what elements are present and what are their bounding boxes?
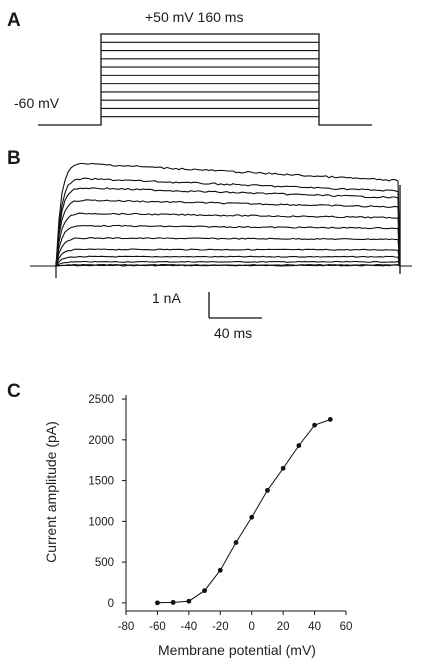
current-trace xyxy=(30,187,412,267)
x-tick-label: 20 xyxy=(277,621,290,633)
current-trace xyxy=(30,177,412,267)
series-line xyxy=(157,419,331,604)
current-trace xyxy=(30,260,412,267)
data-point xyxy=(217,567,223,573)
data-point xyxy=(186,598,192,604)
data-point xyxy=(280,465,286,471)
data-point xyxy=(170,600,176,605)
scale-bar-current-label: 1 nA xyxy=(152,290,181,306)
data-point xyxy=(327,417,333,422)
current-trace xyxy=(30,199,412,267)
data-point xyxy=(312,422,317,428)
x-tick-label: 60 xyxy=(340,621,353,633)
y-tick-label: 2500 xyxy=(88,394,114,406)
current-trace xyxy=(30,212,412,267)
protocol-outline xyxy=(38,33,372,126)
x-tick-label: -40 xyxy=(181,621,198,633)
panel-b: B 1 nA 40 ms xyxy=(7,148,412,341)
panel-c-label: C xyxy=(7,381,21,402)
data-point xyxy=(202,588,207,594)
y-tick-label: 1500 xyxy=(88,476,114,488)
data-point xyxy=(296,443,302,448)
y-tick-label: 0 xyxy=(108,598,114,610)
y-axis-label: Current amplitude (pA) xyxy=(43,421,59,563)
data-point xyxy=(265,487,270,493)
current-trace xyxy=(30,224,412,267)
x-tick-label: -80 xyxy=(118,621,135,633)
current-trace xyxy=(30,264,412,267)
data-point xyxy=(249,514,255,520)
data-point xyxy=(155,600,160,606)
voltage-protocol xyxy=(38,33,372,126)
x-tick-label: -60 xyxy=(149,621,166,633)
current-trace xyxy=(30,237,412,267)
y-tick-label: 500 xyxy=(95,557,114,569)
panel-c: C -80 -60 -40 -20 0 20 40 60 0 500 1000 1500 2000 250… xyxy=(7,381,352,658)
current-trace xyxy=(30,255,412,267)
current-trace xyxy=(30,248,412,267)
y-tick-label: 1000 xyxy=(88,516,114,528)
panel-a-label: A xyxy=(7,10,21,31)
iv-chart: -80 -60 -40 -20 0 20 40 60 0 500 1000 1500 2000 2500 xyxy=(88,394,352,633)
current-trace xyxy=(30,162,412,267)
data-point xyxy=(233,540,239,545)
step-label: +50 mV 160 ms xyxy=(145,9,243,25)
scale-bar-time-label: 40 ms xyxy=(214,325,252,341)
x-tick-label: -20 xyxy=(212,621,229,633)
x-tick-label: 0 xyxy=(249,621,255,633)
current-traces xyxy=(30,162,412,278)
x-tick-label: 40 xyxy=(308,621,321,633)
panel-b-label: B xyxy=(7,148,21,169)
holding-potential-label: -60 mV xyxy=(14,95,60,111)
scale-bar xyxy=(208,292,262,319)
x-axis-label: Membrane potential (mV) xyxy=(158,642,316,658)
y-tick-label: 2000 xyxy=(88,435,114,447)
panel-a: A +50 mV 160 ms -60 mV xyxy=(7,9,372,126)
